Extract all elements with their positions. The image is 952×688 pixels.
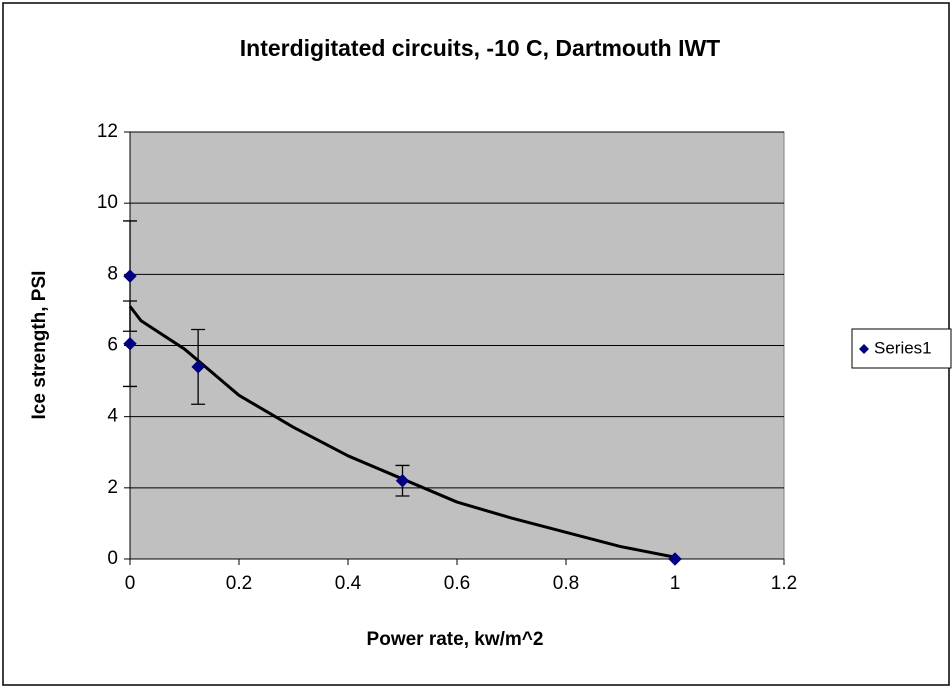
- x-tick-label: 0.8: [553, 573, 579, 594]
- data-point: [123, 337, 137, 351]
- legend-marker: [859, 344, 869, 354]
- data-point: [395, 474, 410, 488]
- data-point: [668, 552, 682, 566]
- x-tick-label: 0.4: [335, 573, 362, 594]
- y-tick-label: 6: [107, 335, 118, 356]
- x-tick-label: 1.2: [771, 573, 797, 594]
- y-tick-label: 12: [97, 121, 118, 142]
- legend-label: Series1: [874, 338, 932, 357]
- x-tick-label: 0: [125, 573, 136, 594]
- y-tick-label: 4: [107, 406, 118, 427]
- y-tick-label: 10: [97, 192, 118, 213]
- x-tick-label: 0.6: [444, 573, 470, 594]
- data-point: [123, 269, 137, 283]
- y-tick-label: 8: [107, 263, 118, 284]
- y-tick-label: 0: [107, 548, 118, 569]
- x-axis-label: Power rate, kw/m^2: [367, 629, 544, 650]
- trendline: [128, 305, 676, 559]
- y-axis-label: Ice strength, PSI: [29, 271, 50, 420]
- y-tick-label: 2: [107, 477, 118, 498]
- chart-title: Interdigitated circuits, -10 C, Dartmout…: [240, 35, 720, 61]
- x-tick-label: 1: [670, 573, 681, 594]
- x-tick-label: 0.2: [226, 573, 252, 594]
- data-point: [191, 360, 205, 374]
